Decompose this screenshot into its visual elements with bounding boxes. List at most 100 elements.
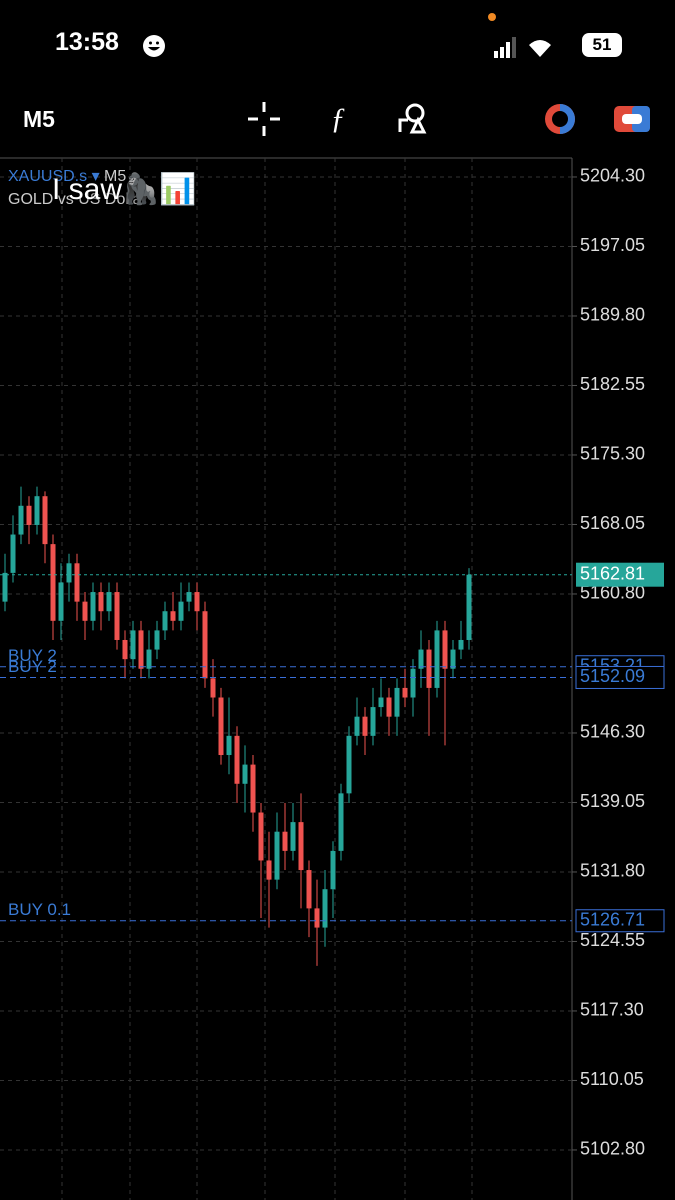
y-tick-label: 5102.80	[580, 1139, 645, 1159]
current-price: 5162.81	[580, 563, 645, 583]
y-tick-label: 5160.80	[580, 583, 645, 603]
candle-body	[410, 668, 416, 698]
y-tick-label: 5197.05	[580, 235, 645, 255]
candle-body	[330, 850, 336, 890]
account-icon[interactable]	[614, 106, 650, 132]
candle-body	[106, 592, 112, 612]
candle-body	[18, 505, 24, 535]
order-price-box	[575, 909, 665, 933]
y-tick-label: 5117.30	[580, 1000, 644, 1020]
y-tick-label: 5146.30	[580, 722, 645, 742]
candle-body	[66, 563, 72, 583]
candle-body	[298, 822, 304, 871]
candle-body	[378, 697, 384, 708]
candle-body	[338, 793, 344, 851]
order-price: 5152.09	[580, 666, 645, 686]
candle-body	[130, 630, 136, 660]
candle-body	[154, 630, 160, 650]
candle-body	[186, 592, 192, 602]
candle-body	[202, 611, 208, 679]
symbol: XAUUSD.s ▾ M5	[8, 168, 127, 185]
candle-body	[114, 592, 120, 640]
candle-body	[178, 601, 184, 621]
candle-body	[234, 735, 240, 784]
candle-body	[210, 678, 216, 698]
candle-body	[74, 563, 80, 602]
candle-body	[426, 649, 432, 688]
candle-body	[450, 649, 456, 669]
toolbar-icons: ƒ	[248, 102, 650, 136]
candle-body	[98, 592, 104, 612]
candle-body	[10, 534, 16, 573]
candle-body	[274, 831, 280, 880]
candle-body	[466, 574, 472, 640]
overlay-text: I saw🦍📊	[52, 173, 197, 206]
candle-body	[266, 860, 272, 880]
clock: 13:58	[55, 28, 119, 56]
y-tick-label: 5204.30	[580, 166, 645, 186]
candle-body	[306, 870, 312, 909]
candle-body	[394, 687, 400, 717]
trade-icon[interactable]	[545, 104, 575, 134]
y-tick-label: 5168.05	[580, 513, 645, 533]
candle-body	[402, 687, 408, 698]
candle-body	[26, 505, 32, 525]
emoji-icon	[143, 35, 165, 57]
candle-body	[258, 812, 264, 861]
crosshair-icon[interactable]	[248, 102, 280, 136]
y-tick-label: 5175.30	[580, 444, 645, 464]
candle-body	[442, 630, 448, 669]
candle-body	[2, 572, 8, 602]
candle-body	[226, 735, 232, 756]
candle-body	[322, 889, 328, 928]
candle-body	[362, 716, 368, 736]
battery: 51	[582, 33, 622, 57]
objects-icon[interactable]	[398, 103, 427, 134]
candle-body	[434, 630, 440, 688]
y-tick-label: 5124.55	[580, 930, 645, 950]
y-tick-label: 5131.80	[580, 861, 645, 881]
candle-body	[282, 831, 288, 851]
candle-body	[82, 601, 88, 621]
candle-body	[242, 764, 248, 784]
candle-body	[314, 908, 320, 928]
candle-body	[418, 649, 424, 669]
candle-body	[218, 697, 224, 756]
order-label: BUY 0.1	[8, 900, 71, 919]
y-tick-label: 5139.05	[580, 791, 645, 811]
order-price-box	[575, 665, 665, 689]
y-tick-label: 5182.55	[580, 374, 645, 394]
candle-body	[290, 822, 296, 851]
candle-body	[354, 716, 360, 736]
candle-body	[250, 764, 256, 813]
candle-body	[50, 544, 56, 621]
current-price-box	[576, 562, 664, 587]
candle-body	[370, 707, 376, 736]
signal-wifi	[494, 37, 551, 58]
timeframe-button[interactable]: M5	[23, 106, 55, 132]
y-tick-label: 5189.80	[580, 305, 645, 325]
order-label: BUY 2	[8, 646, 57, 665]
candle-body	[386, 697, 392, 717]
candle-body	[170, 611, 176, 621]
symbol-name: XAUUSD.s	[8, 168, 88, 185]
candle-body	[162, 611, 168, 631]
candle-body	[138, 630, 144, 669]
order-label: BUY 2	[8, 657, 57, 676]
candle-body	[42, 496, 48, 545]
candle-body	[346, 735, 352, 794]
candle-body	[122, 639, 128, 660]
y-tick-label: 5110.05	[580, 1069, 644, 1089]
candle-body	[194, 592, 200, 612]
symbol-description: GOLD vs US Dollar	[8, 191, 147, 208]
candle-body	[146, 649, 152, 669]
order-price: 5126.71	[580, 910, 645, 930]
indicator-icon[interactable]: ƒ	[331, 102, 346, 135]
symbol-timeframe: M5	[104, 168, 127, 185]
dot	[488, 13, 496, 21]
candle-body	[458, 639, 464, 650]
candle-body	[58, 582, 64, 621]
candle-body	[90, 592, 96, 621]
